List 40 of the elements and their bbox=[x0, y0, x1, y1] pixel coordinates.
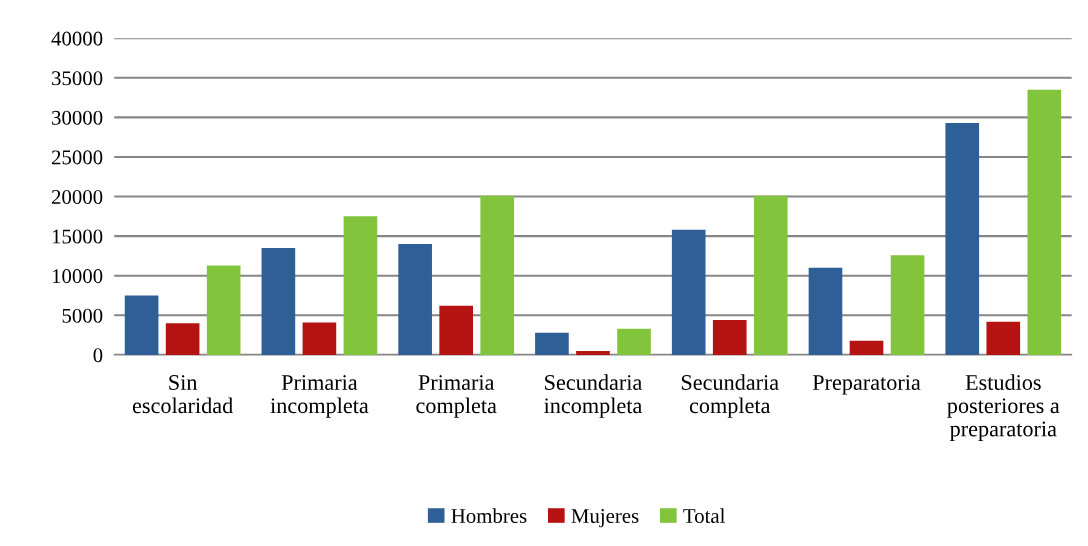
bar bbox=[753, 195, 788, 355]
bar bbox=[671, 229, 706, 355]
y-tick-label: 15000 bbox=[52, 229, 103, 244]
y-tick-label: 10000 bbox=[52, 269, 103, 284]
legend-label: Mujeres bbox=[571, 509, 639, 528]
bar bbox=[712, 320, 747, 355]
bar bbox=[1027, 89, 1062, 355]
bar bbox=[617, 328, 651, 355]
x-tick-label: Sin escolaridad bbox=[132, 375, 233, 414]
y-tick-label: 0 bbox=[93, 348, 103, 363]
y-tick-label: 30000 bbox=[52, 110, 103, 125]
x-tick-label: Estudios posteriores a preparatoria bbox=[947, 374, 1060, 441]
bar bbox=[343, 216, 378, 355]
legend-label: Hombres bbox=[451, 508, 527, 524]
bar bbox=[302, 322, 337, 355]
x-tick-label: Preparatoria bbox=[812, 375, 921, 395]
bar bbox=[206, 265, 241, 355]
x-tick-label: Primaria incompleta bbox=[270, 375, 369, 418]
bar bbox=[890, 255, 925, 355]
bar bbox=[439, 305, 474, 355]
legend-label: Total bbox=[683, 508, 726, 524]
x-tick-label: Primaria completa bbox=[416, 375, 497, 418]
bar bbox=[165, 323, 200, 355]
bar bbox=[398, 244, 432, 355]
bar bbox=[986, 321, 1021, 355]
x-tick-label: Secundaria incompleta bbox=[544, 374, 643, 418]
x-tick-label: Secundaria completa bbox=[681, 374, 779, 418]
bar bbox=[849, 340, 884, 355]
y-tick-label: 20000 bbox=[51, 189, 103, 204]
bar bbox=[576, 350, 610, 355]
bar bbox=[808, 267, 843, 355]
bar bbox=[261, 248, 296, 355]
bar bbox=[480, 195, 515, 355]
y-tick-label: 35000 bbox=[52, 71, 103, 86]
bar bbox=[535, 332, 569, 355]
y-tick-label: 5000 bbox=[62, 308, 103, 323]
bar bbox=[124, 295, 159, 355]
bar bbox=[945, 122, 980, 355]
y-tick-label: 25000 bbox=[51, 150, 103, 165]
y-tick-label: 40000 bbox=[51, 31, 103, 46]
